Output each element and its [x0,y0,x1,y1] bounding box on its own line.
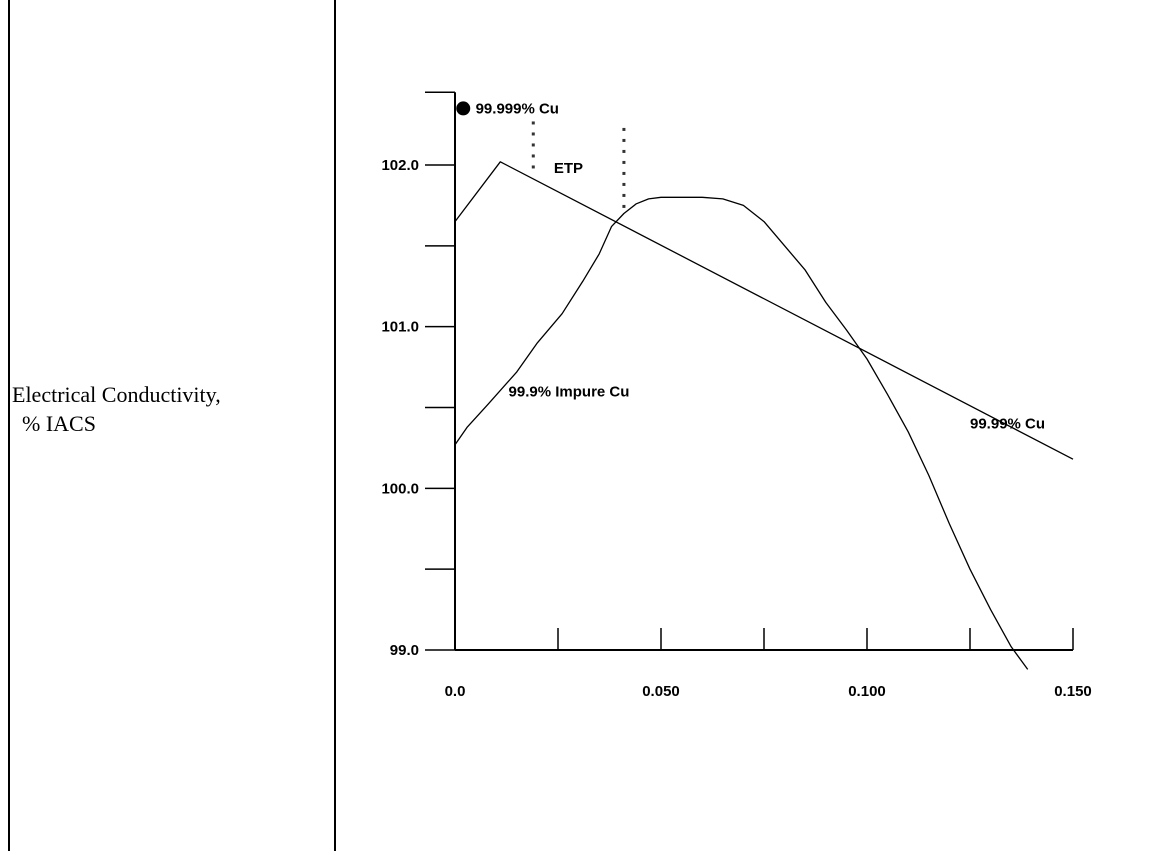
x-tick-label: 0.150 [1054,683,1092,700]
series-line [455,162,1073,459]
marker-dot [622,161,625,164]
marker-dot [532,132,535,135]
y-tick-label: 100.0 [381,480,419,497]
marker-dot [622,194,625,197]
annotation-label: 99.99% Cu [970,416,1045,433]
marker-dot [532,165,535,168]
y-tick-label: 101.0 [381,319,419,336]
marker-dot [622,205,625,208]
x-tick-label: 0.050 [642,683,680,700]
annotation-label: ETP [554,160,583,177]
annotation-label: 99.9% Impure Cu [509,383,630,400]
y-tick-label: 102.0 [381,157,419,174]
marker-dot [532,143,535,146]
marker-dot [532,121,535,124]
marker-dot [622,183,625,186]
annotation-label: 99.999% Cu [476,100,559,117]
series-line [455,197,1028,669]
y-tick-label: 99.0 [390,642,419,659]
marker-dot [622,139,625,142]
marker-dot [622,172,625,175]
marker-dot [532,154,535,157]
marker-dot [622,150,625,153]
data-point [456,101,470,115]
x-tick-label: 0.0 [445,683,466,700]
x-tick-label: 0.100 [848,683,886,700]
marker-dot [622,128,625,131]
